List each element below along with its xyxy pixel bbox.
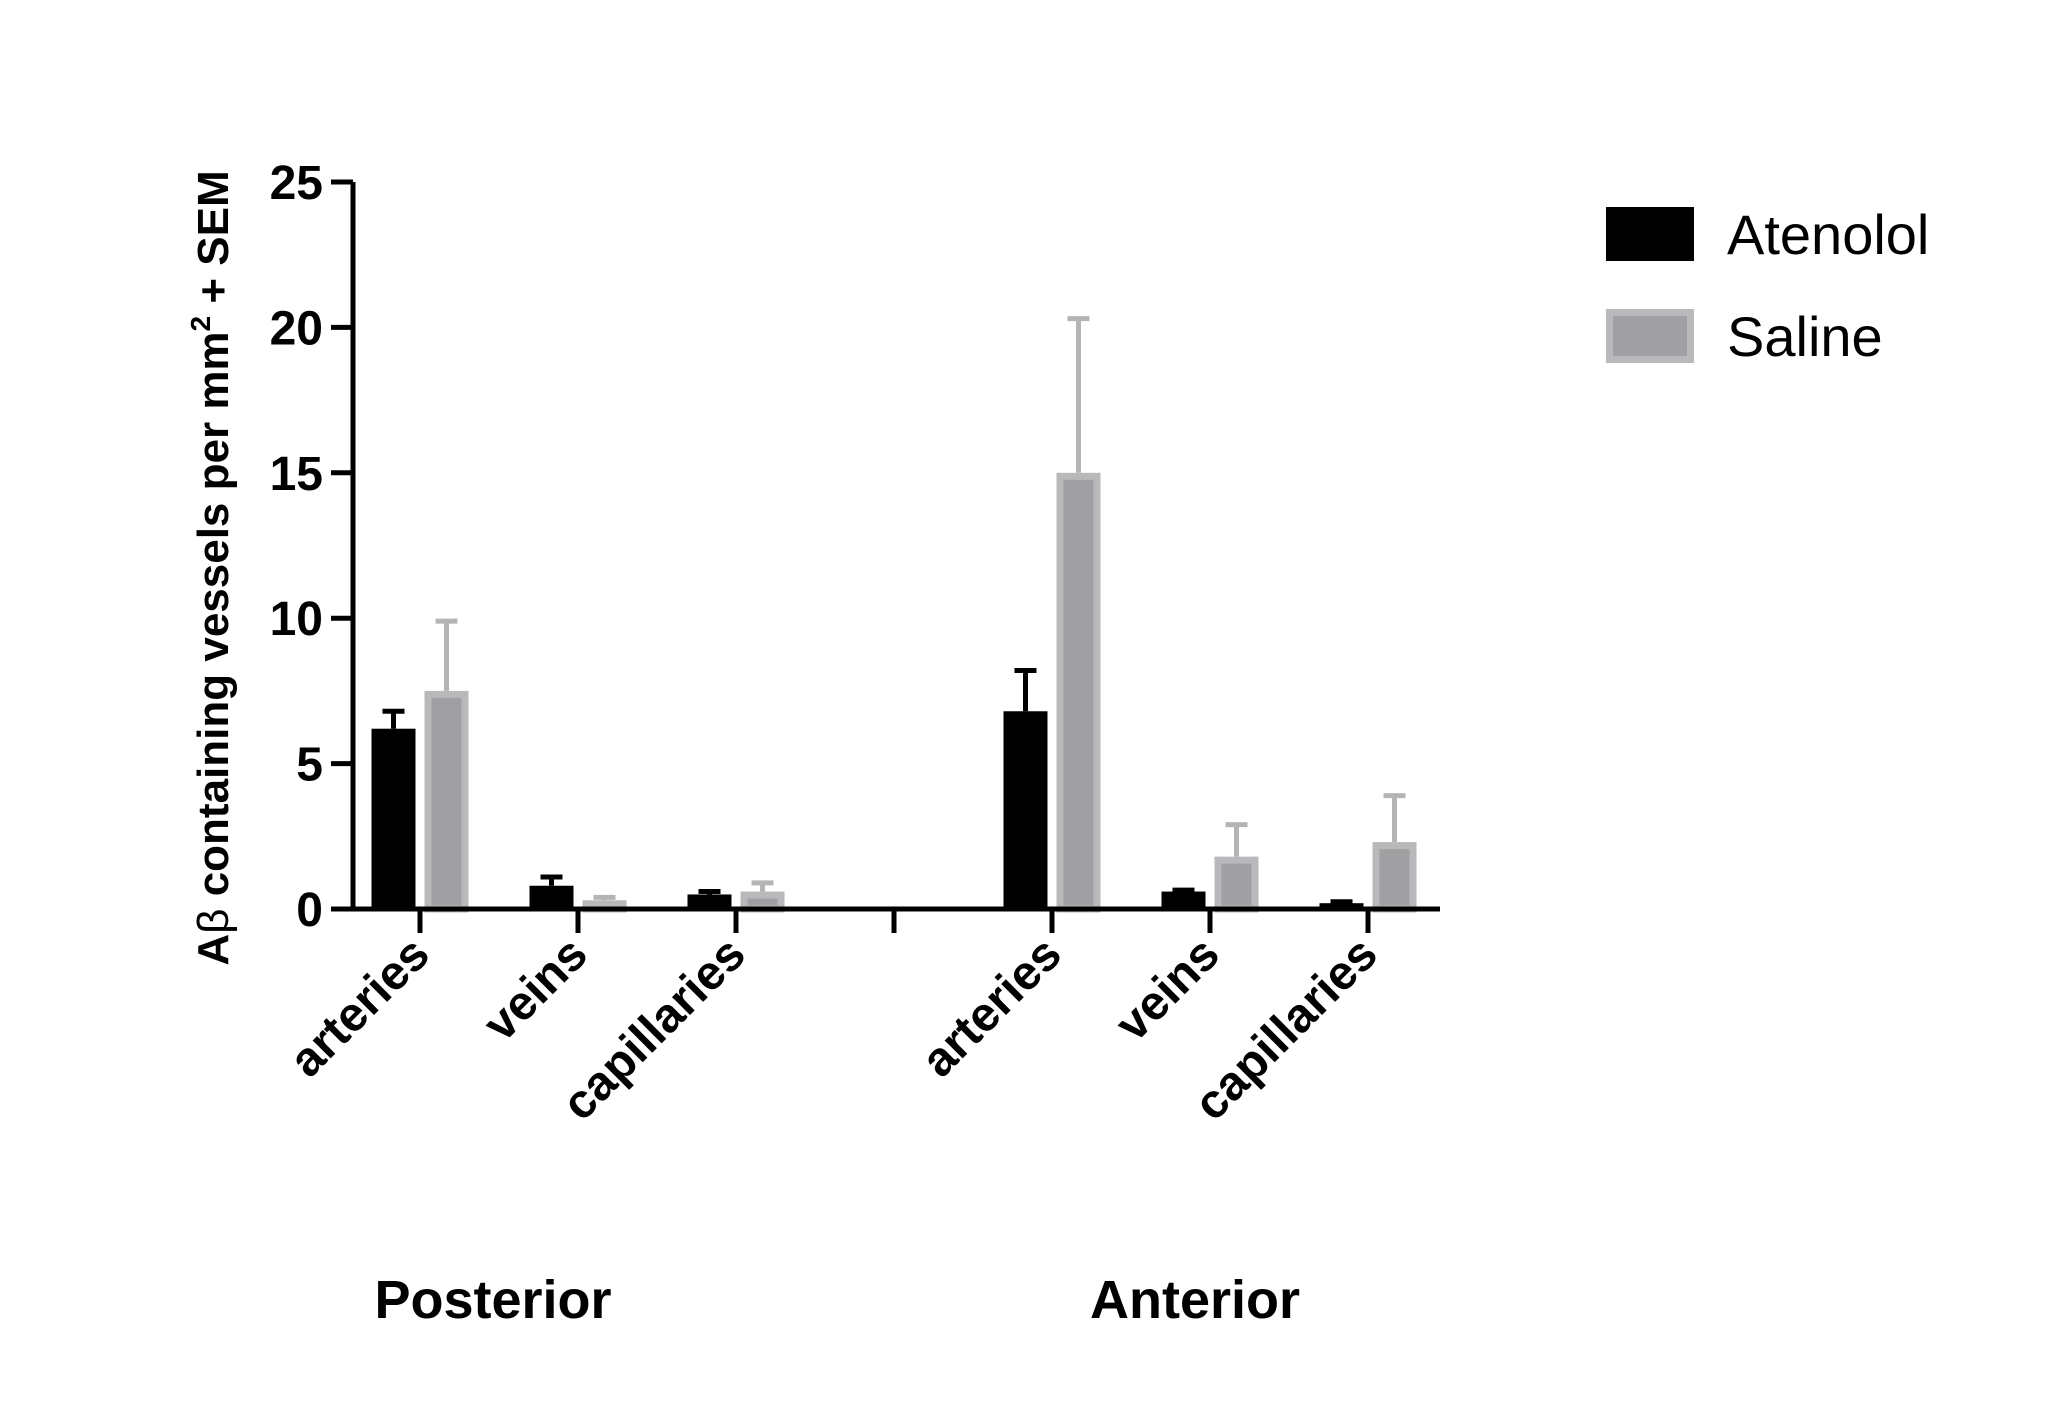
- bar-atenolol-4: [1161, 891, 1206, 909]
- bar-atenolol-3: [1003, 711, 1048, 909]
- y-axis-label-main: containing vessels per mm: [189, 331, 238, 908]
- y-tick-label-5: 5: [296, 739, 323, 792]
- legend-swatch-saline: [1606, 309, 1694, 363]
- group-label-posterior: Posterior: [374, 1270, 611, 1330]
- bar-saline-3: [1056, 472, 1101, 913]
- y-axis-label-beta: β: [189, 909, 238, 934]
- y-axis-label-superscript: 2: [185, 316, 216, 332]
- y-tick-label-15: 15: [270, 448, 323, 501]
- axes-layer: [331, 179, 1440, 933]
- bar-saline-4: [1214, 856, 1259, 913]
- x-category-label-1: veins: [474, 927, 598, 1051]
- legend: Atenolol Saline: [1606, 203, 1929, 368]
- bar-atenolol-0: [371, 728, 416, 909]
- x-category-label-3: arteries: [912, 927, 1072, 1087]
- x-category-label-0: arteries: [280, 927, 440, 1087]
- y-axis-label-prefix: A: [189, 934, 238, 966]
- x-category-label-4: veins: [1106, 927, 1230, 1051]
- y-axis-label-suffix: + SEM: [189, 170, 238, 316]
- bar-saline-5: [1372, 842, 1417, 913]
- y-tick-label-0: 0: [296, 884, 323, 937]
- y-tick-label-25: 25: [270, 157, 323, 210]
- group-label-anterior: Anterior: [1090, 1270, 1300, 1330]
- bar-atenolol-1: [529, 885, 574, 909]
- bar-saline-0: [424, 690, 469, 913]
- y-axis-label: Aβ containing vessels per mm2 + SEM: [185, 170, 238, 965]
- legend-swatch-atenolol: [1606, 207, 1694, 261]
- y-tick-label-10: 10: [270, 593, 323, 646]
- bars-layer: [371, 316, 1417, 913]
- bar-atenolol-2: [687, 894, 732, 909]
- bar-atenolol-5: [1319, 903, 1364, 909]
- y-tick-label-20: 20: [270, 302, 323, 355]
- legend-label-saline: Saline: [1727, 305, 1883, 368]
- legend-label-atenolol: Atenolol: [1727, 203, 1929, 266]
